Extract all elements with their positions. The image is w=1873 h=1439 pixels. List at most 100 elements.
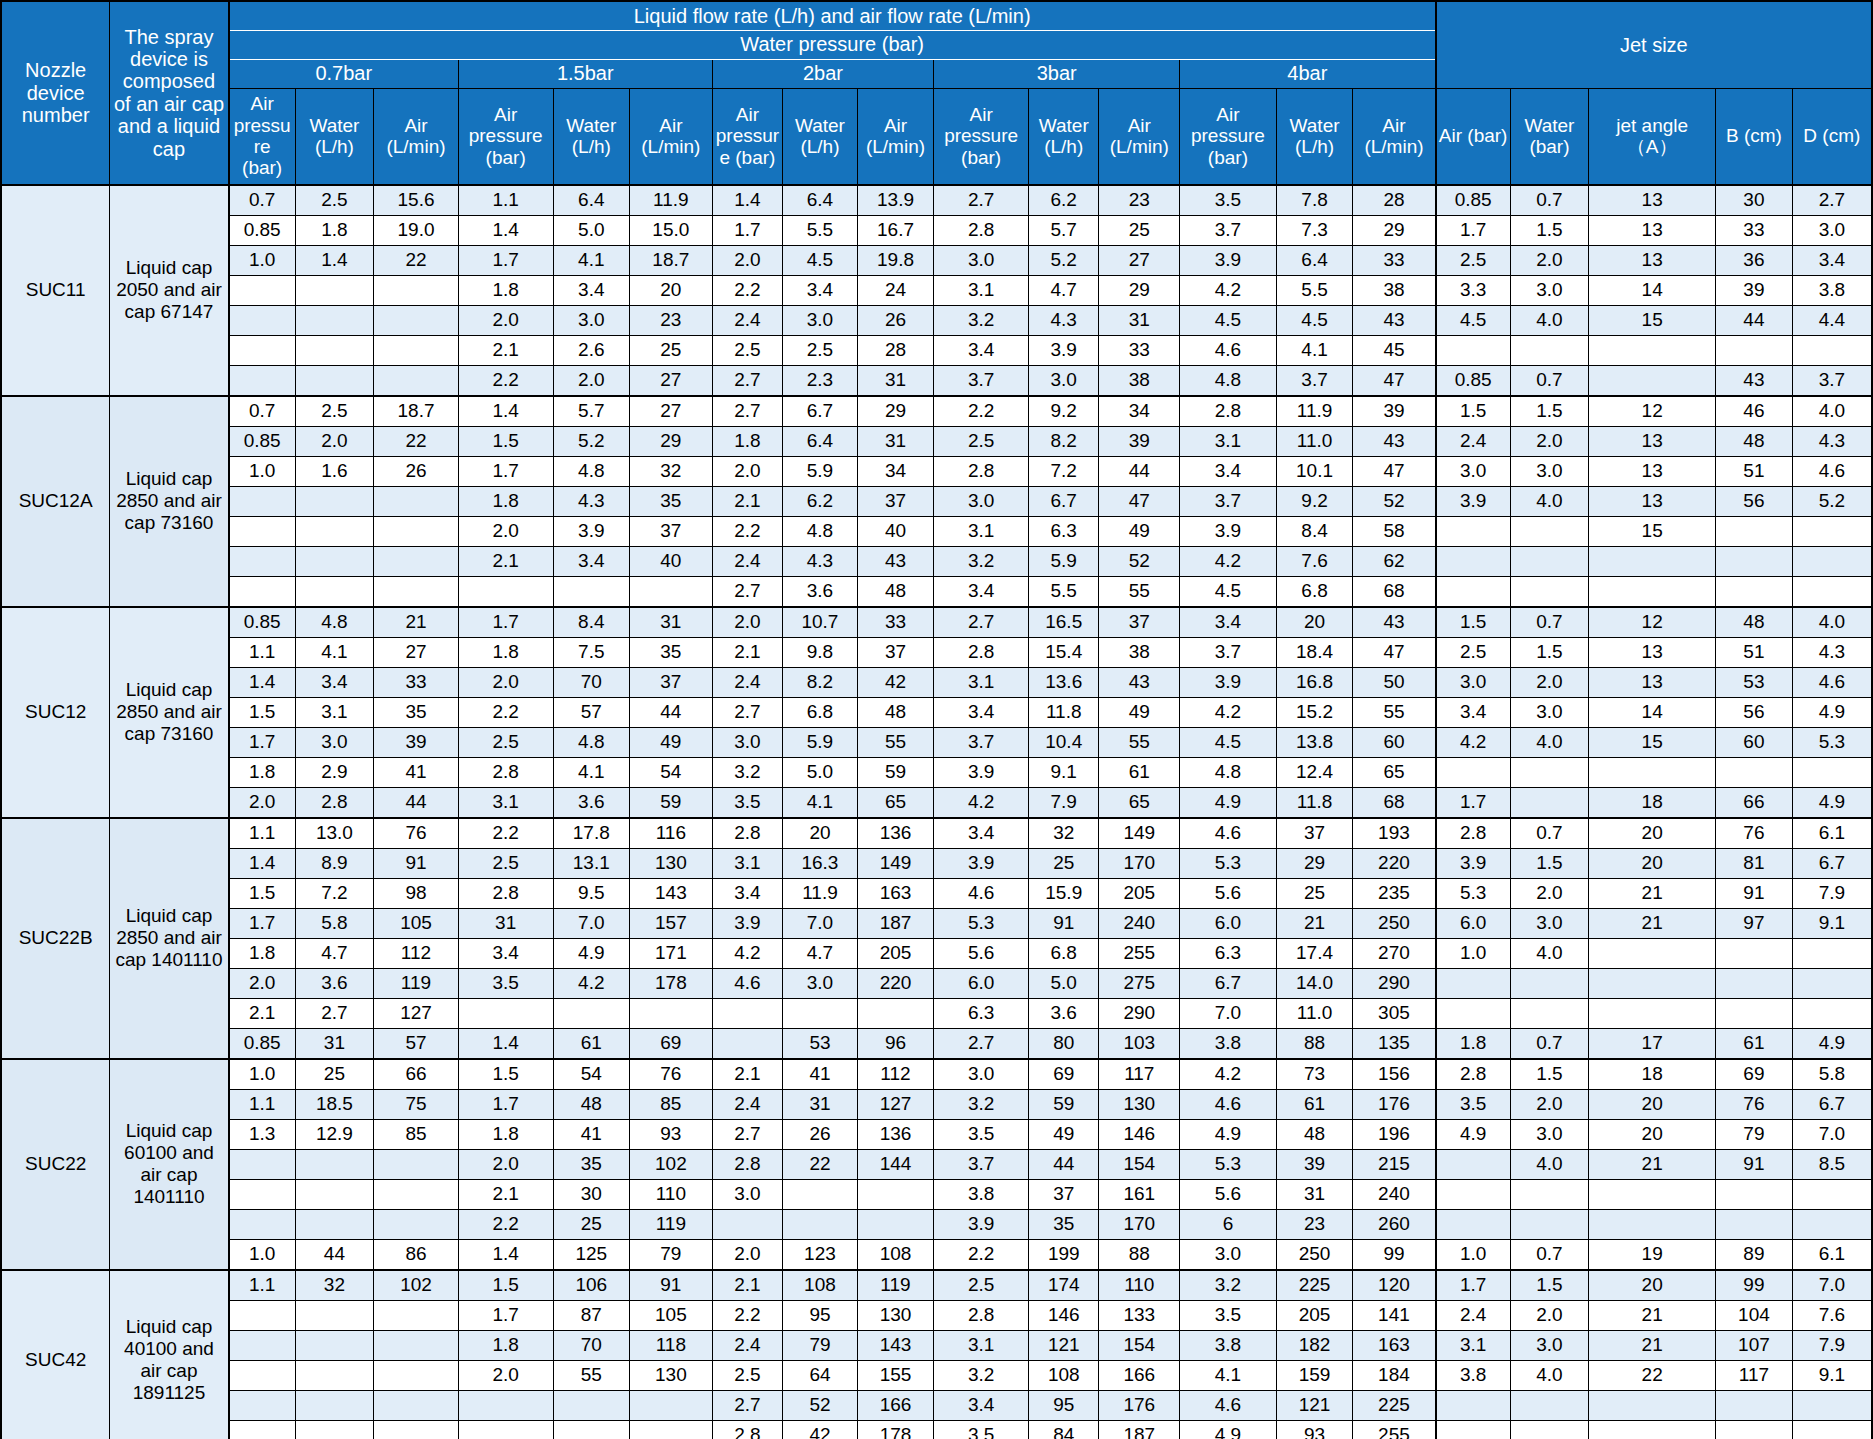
data-cell	[1510, 787, 1589, 818]
data-cell	[712, 998, 783, 1028]
data-cell: 149	[1099, 818, 1180, 849]
pressure-group-3bar: 3bar	[934, 59, 1180, 88]
data-cell: 12	[1589, 396, 1716, 427]
data-cell: 3.0	[553, 305, 630, 335]
data-cell: 61	[553, 1028, 630, 1059]
data-cell: 4.0	[1792, 396, 1872, 427]
data-cell: 3.5	[458, 968, 553, 998]
data-cell	[1589, 1179, 1716, 1209]
data-cell: 250	[1353, 908, 1436, 938]
jet-b-header: B (cm)	[1716, 88, 1793, 185]
data-cell: 4.2	[1436, 727, 1511, 757]
data-cell: 5.6	[934, 938, 1029, 968]
table-row: SUC42Liquid cap 40100 and air cap 189112…	[1, 1270, 1872, 1301]
data-cell: 1.8	[458, 637, 553, 667]
data-cell	[712, 1209, 783, 1239]
data-cell: 110	[1099, 1270, 1180, 1301]
data-cell: 13	[1589, 486, 1716, 516]
data-cell: 1.7	[1436, 1270, 1511, 1301]
data-cell	[1589, 1390, 1716, 1420]
data-cell	[295, 335, 374, 365]
data-cell: 93	[630, 1119, 713, 1149]
data-cell: 4.8	[553, 727, 630, 757]
data-cell: 1.7	[229, 727, 295, 757]
table-row: 1.73.0392.54.8493.05.9553.710.4554.513.8…	[1, 727, 1872, 757]
data-cell: 143	[630, 878, 713, 908]
data-cell: 49	[1099, 516, 1180, 546]
table-row: 2.12.71276.33.62907.011.0305	[1, 998, 1872, 1028]
data-cell: 6.4	[1276, 245, 1353, 275]
data-cell: 4.5	[1276, 305, 1353, 335]
data-cell: 79	[783, 1330, 858, 1360]
data-cell: 22	[374, 245, 459, 275]
data-cell: 41	[374, 757, 459, 787]
data-cell: 240	[1353, 1179, 1436, 1209]
data-cell: 4.1	[1180, 1360, 1277, 1390]
data-cell: 18	[1589, 1059, 1716, 1090]
data-cell: 33	[1099, 335, 1180, 365]
data-cell	[374, 546, 459, 576]
data-cell: 7.0	[553, 908, 630, 938]
data-cell: 0.7	[1510, 607, 1589, 638]
water-flow-header: Water (L/h)	[1276, 88, 1353, 185]
data-cell: 170	[1099, 848, 1180, 878]
data-cell: 79	[1716, 1119, 1793, 1149]
data-cell: 2.4	[1436, 426, 1511, 456]
data-cell	[1716, 576, 1793, 607]
air-pressure-header: Air pressure (bar)	[1180, 88, 1277, 185]
data-cell: 6.3	[934, 998, 1029, 1028]
data-cell: 20	[783, 818, 858, 849]
data-cell: 21	[1589, 1330, 1716, 1360]
pressure-group-4bar: 4bar	[1180, 59, 1436, 88]
data-cell: 65	[1099, 787, 1180, 818]
data-cell: 127	[857, 1089, 934, 1119]
data-cell: 36	[1716, 245, 1793, 275]
data-cell: 40	[857, 516, 934, 546]
data-cell: 171	[630, 938, 713, 968]
data-cell: 3.1	[1436, 1330, 1511, 1360]
data-cell: 6.7	[1180, 968, 1277, 998]
data-cell: 5.9	[783, 727, 858, 757]
data-cell: 7.9	[1792, 1330, 1872, 1360]
data-cell: 2.1	[458, 335, 553, 365]
data-cell	[1589, 1209, 1716, 1239]
data-cell: 1.7	[458, 607, 553, 638]
data-cell: 4.2	[1180, 1059, 1277, 1090]
data-cell: 3.9	[1180, 245, 1277, 275]
data-cell: 15	[1589, 727, 1716, 757]
data-cell: 3.4	[553, 275, 630, 305]
data-cell: 5.6	[1180, 1179, 1277, 1209]
data-cell: 4.0	[1510, 1360, 1589, 1390]
data-cell	[1436, 1420, 1511, 1439]
data-cell: 12	[1589, 607, 1716, 638]
data-cell: 97	[1716, 908, 1793, 938]
data-cell: 14	[1589, 697, 1716, 727]
data-cell: 3.0	[783, 305, 858, 335]
data-cell: 225	[1276, 1270, 1353, 1301]
data-cell: 3.2	[1180, 1270, 1277, 1301]
data-cell: 37	[1276, 818, 1353, 849]
data-cell: 7.2	[295, 878, 374, 908]
data-cell: 108	[857, 1239, 934, 1270]
data-cell	[229, 365, 295, 396]
data-cell: 130	[857, 1300, 934, 1330]
data-cell: 5.8	[295, 908, 374, 938]
data-cell: 4.8	[783, 516, 858, 546]
data-cell: 2.0	[712, 456, 783, 486]
data-cell: 7.3	[1276, 215, 1353, 245]
data-cell: 21	[1589, 1149, 1716, 1179]
data-cell: 5.6	[1180, 878, 1277, 908]
data-cell: 9.8	[783, 637, 858, 667]
data-cell: 2.1	[458, 546, 553, 576]
data-cell	[229, 546, 295, 576]
data-cell	[229, 1360, 295, 1390]
data-cell: 2.7	[934, 607, 1029, 638]
data-cell: 80	[1028, 1028, 1099, 1059]
data-cell: 125	[553, 1239, 630, 1270]
data-cell	[1510, 998, 1589, 1028]
data-cell: 4.0	[1510, 305, 1589, 335]
data-cell: 43	[1353, 426, 1436, 456]
data-cell: 166	[857, 1390, 934, 1420]
table-row: 1.43.4332.070372.48.2423.113.6433.916.85…	[1, 667, 1872, 697]
data-cell	[1716, 998, 1793, 1028]
